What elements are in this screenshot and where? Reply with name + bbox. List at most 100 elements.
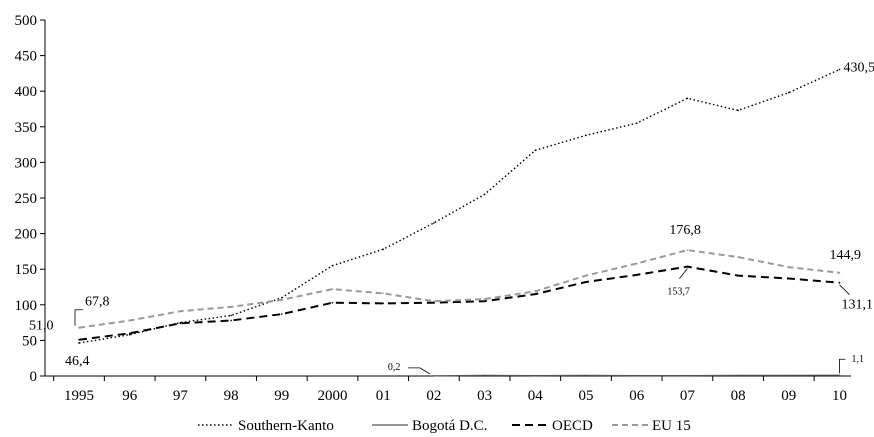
annotation-leader [74,309,83,326]
series-line-oecd [78,265,840,341]
x-tick-label: 96 [122,388,138,404]
data-point [838,272,841,274]
data-point [838,68,841,71]
data-point [331,301,334,304]
data-point [179,310,182,313]
data-point [686,97,689,100]
y-tick-label: 0 [30,369,38,385]
series-line-eu-15 [78,249,840,329]
data-label: 1,1 [852,354,865,365]
annotation-layer: 67,8 51,0 46,4 430,5 176,8 153,7 144,9 131,1 0,2… [29,60,874,375]
x-tick-label: 08 [731,388,746,404]
series-line-southern-kanto [78,68,840,344]
data-point [230,319,232,322]
data-label: 176,8 [669,223,701,238]
x-tick-label: 97 [173,388,189,404]
data-point [179,322,182,325]
x-tick-label: 2000 [318,388,348,404]
legend-label: EU 15 [652,418,691,434]
x-tick-label: 07 [680,388,696,404]
data-point [635,374,638,377]
data-point [331,264,334,267]
data-point [433,301,435,304]
data-point [686,265,689,268]
data-label: 0,2 [388,362,401,373]
data-point [686,249,689,251]
x-tick-label: 09 [781,388,796,404]
data-point [483,300,486,303]
legend-label: Bogotá D.C. [412,418,487,434]
data-point [78,338,80,341]
data-point [737,374,739,377]
x-tick-label: 02 [426,388,441,404]
data-point [230,306,232,308]
data-point [433,222,435,224]
x-tick-label: 98 [224,388,239,404]
y-tick-label: 300 [15,155,38,171]
data-point [382,248,385,251]
data-point [585,374,587,377]
data-point [788,277,790,280]
annotation-leader [839,284,850,295]
data-point [534,149,537,152]
data-point [331,288,334,290]
data-label: 51,0 [29,319,54,334]
annotation-leader [839,358,846,374]
data-point [281,296,283,299]
data-point [737,274,739,277]
data-point [534,290,537,293]
x-tick-label: 06 [629,388,645,404]
data-point [483,193,486,196]
data-point [483,298,486,300]
y-tick-label: 250 [15,191,38,207]
data-point [128,332,131,335]
data-point [585,134,587,137]
y-tick-label: 50 [22,333,37,349]
data-point [635,122,638,125]
y-tick-label: 100 [15,298,38,314]
annotation-leader [679,268,688,279]
data-point [737,256,739,258]
y-tick-label: 350 [15,120,38,136]
data-point [788,266,790,268]
data-point [433,300,435,303]
data-point [78,326,80,329]
data-point [128,319,131,322]
y-tick-label: 400 [15,84,38,100]
data-point [78,342,80,344]
x-tick-label: 1995 [64,388,94,404]
data-label: 131,1 [842,298,874,313]
legend-label: OECD [552,418,593,434]
data-label: 430,5 [844,60,874,75]
data-point [382,302,385,305]
y-tick-label: 500 [15,13,38,29]
y-tick-label: 150 [15,262,38,278]
data-label: 46,4 [65,354,90,369]
x-tick-label: 03 [477,388,492,404]
data-point [382,292,385,295]
annotation-leader [407,367,431,375]
data-label: 144,9 [830,248,862,263]
data-point [128,333,131,336]
data-point [635,262,638,265]
data-point [281,299,283,301]
series-layer [78,68,841,377]
data-point [635,274,638,276]
data-point [281,313,283,315]
data-point [737,109,739,112]
x-tick-label: 10 [832,388,847,404]
data-label: 67,8 [85,295,110,310]
data-point [534,374,537,377]
data-point [788,91,790,94]
data-point [686,374,689,377]
data-point [433,375,435,377]
x-tick-label: 01 [376,388,391,404]
legend-label: Southern-Kanto [238,418,334,434]
data-point [585,281,587,283]
y-tick-label: 200 [15,227,38,243]
data-point [534,293,537,295]
data-label: 153,7 [667,287,690,298]
data-point [788,374,790,377]
